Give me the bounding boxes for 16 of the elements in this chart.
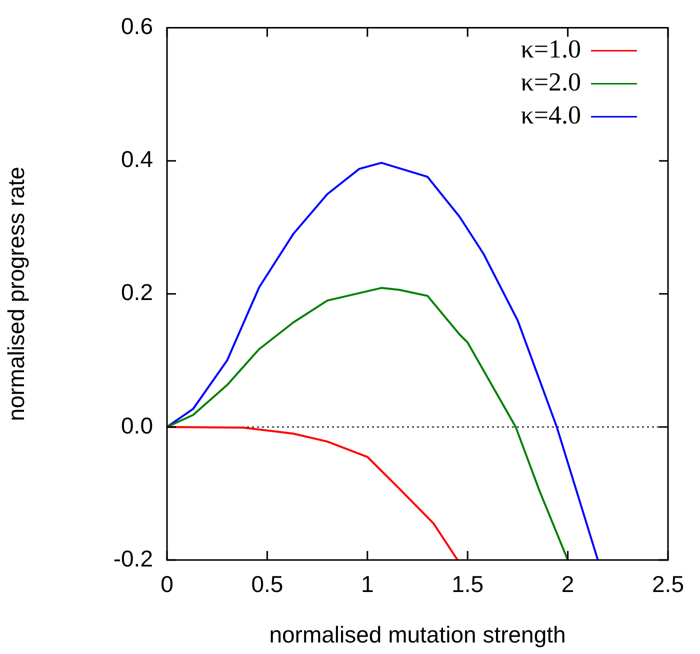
y-tick-label: 0.2 <box>121 279 153 306</box>
y-tick-label: 0.4 <box>121 146 154 172</box>
x-tick-label: 2 <box>561 571 574 598</box>
x-tick-label: 0.5 <box>251 571 284 598</box>
y-tick-label: 0.6 <box>121 13 153 40</box>
y-axis-title: normalised progress rate <box>3 166 30 422</box>
legend-label: κ=2.0 <box>520 68 581 97</box>
x-tick-label: 0 <box>160 571 174 598</box>
legend-label: κ=4.0 <box>520 100 581 130</box>
x-axis-title: normalised mutation strength <box>269 622 566 648</box>
legend-label: κ=1.0 <box>520 34 581 64</box>
x-tick-label: 1 <box>361 571 374 598</box>
y-tick-label: 0.0 <box>121 412 153 438</box>
x-tick-label: 2.5 <box>652 571 684 598</box>
y-tick-label: -0.2 <box>113 545 153 572</box>
x-tick-label: 1.5 <box>452 571 484 598</box>
